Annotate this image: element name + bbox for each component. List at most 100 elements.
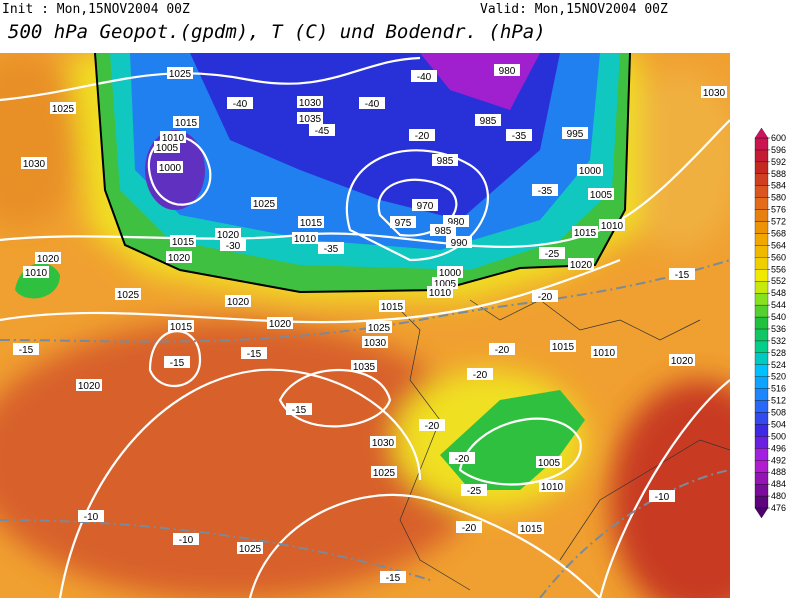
contour-label: -15 [170, 358, 185, 369]
label-box [168, 320, 194, 332]
contour-label: 1025 [239, 544, 262, 555]
contour-label: 1025 [117, 290, 140, 301]
colorbar-tick-label: 588 [771, 169, 786, 179]
contour-label: -15 [247, 349, 262, 360]
colorbar-tick-label: 496 [771, 443, 786, 453]
contour-label: -25 [545, 249, 560, 260]
contour-label: 985 [437, 156, 454, 167]
colorbar-cell [754, 448, 769, 461]
label-box [297, 112, 323, 124]
label-box [506, 129, 532, 141]
contour-label: 1030 [299, 98, 322, 109]
label-box [588, 188, 614, 200]
colorbar-cell [754, 137, 769, 151]
contour-label: -20 [495, 345, 510, 356]
label-box [241, 347, 267, 359]
colorbar-tick-label: 572 [771, 217, 786, 227]
contour-label: 1005 [434, 279, 457, 290]
contour-label: 1030 [364, 338, 387, 349]
contour-label: 1010 [162, 133, 185, 144]
label-box [409, 129, 435, 141]
label-box [21, 157, 47, 169]
colorbar-cell [754, 472, 769, 485]
label-box [568, 258, 594, 270]
contour-label: -15 [386, 573, 401, 584]
contour-label: 1025 [169, 69, 192, 80]
colorbar-tick-label: 564 [771, 240, 786, 250]
colorbar-tick-label: 584 [771, 181, 786, 191]
colorbar-tick-label: 480 [771, 491, 786, 501]
colorbar-cell [754, 269, 769, 282]
contour-label: 1010 [541, 482, 564, 493]
colorbar-cell [754, 400, 769, 413]
contour-label: 975 [395, 218, 412, 229]
colorbar-cell [754, 149, 769, 163]
label-box [225, 295, 251, 307]
contour-label: 1010 [593, 348, 616, 359]
label-box [366, 321, 392, 333]
label-box [370, 436, 396, 448]
contour-label: 1010 [294, 234, 317, 245]
contour-label: -10 [84, 512, 99, 523]
label-box [371, 466, 397, 478]
label-box [669, 268, 695, 280]
colorbar-cell [754, 424, 769, 437]
contour-label: 1030 [23, 159, 46, 170]
colorbar-tick-label: 516 [771, 384, 786, 394]
contour-label: 1015 [552, 342, 575, 353]
colorbar-cell [754, 436, 769, 449]
label-box [379, 300, 405, 312]
colorbar-cell [754, 281, 769, 294]
colorbar-tick-label: 544 [771, 300, 786, 310]
contour-label: 1035 [299, 114, 322, 125]
contour-label: 1020 [671, 356, 694, 367]
label-box [220, 239, 246, 251]
colorbar-tick-label: 576 [771, 205, 786, 215]
label-box [494, 64, 520, 76]
colorbar-arrow-bottom [754, 507, 769, 519]
label-box [437, 266, 463, 278]
contour-label: 1005 [156, 143, 179, 154]
colorbar-cell [754, 304, 769, 318]
colorbar-cell [754, 245, 769, 258]
contour-label: -15 [19, 345, 34, 356]
isotherms [0, 259, 730, 598]
contour-label: 990 [451, 238, 468, 249]
colorbar-cell [754, 328, 769, 342]
label-box [446, 236, 472, 248]
colorbar-cell [754, 388, 769, 401]
contour-label: 1020 [78, 381, 101, 392]
colorbar-tick-label: 568 [771, 228, 786, 238]
label-box [532, 184, 558, 196]
contour-label: -25 [467, 486, 482, 497]
contour-label: 1020 [570, 260, 593, 271]
contour-label: -20 [425, 421, 440, 432]
colorbar-tick-label: 512 [771, 396, 786, 406]
contour-label: 1015 [170, 322, 193, 333]
contour-label: 985 [480, 116, 497, 127]
label-box [173, 116, 199, 128]
colorbar-tick-label: 504 [771, 419, 786, 429]
contour-label: 1005 [538, 458, 561, 469]
label-box [532, 290, 558, 302]
label-box [456, 521, 482, 533]
colorbar-cell [754, 364, 769, 377]
label-box [351, 360, 377, 372]
label-box [13, 343, 39, 355]
contour-label: 1025 [253, 199, 276, 210]
label-box [427, 286, 453, 298]
colorbar-cell [754, 233, 769, 246]
label-box [50, 102, 76, 114]
label-box [411, 70, 437, 82]
contour-label: 985 [435, 226, 452, 237]
colorbar-tick-label: 488 [771, 467, 786, 477]
colorbar-tick-label: 528 [771, 348, 786, 358]
map-title: 500 hPa Geopot.(gpdm), T (C) und Bodendr… [8, 21, 546, 43]
colorbar-tick-label: 596 [771, 145, 786, 155]
contour-label: -40 [365, 99, 380, 110]
colorbar-tick-label: 560 [771, 252, 786, 262]
colorbar-cell [754, 316, 769, 330]
colorbar-cell [754, 257, 769, 270]
contour-label: -20 [415, 131, 430, 142]
colorbar-cell [754, 185, 769, 198]
